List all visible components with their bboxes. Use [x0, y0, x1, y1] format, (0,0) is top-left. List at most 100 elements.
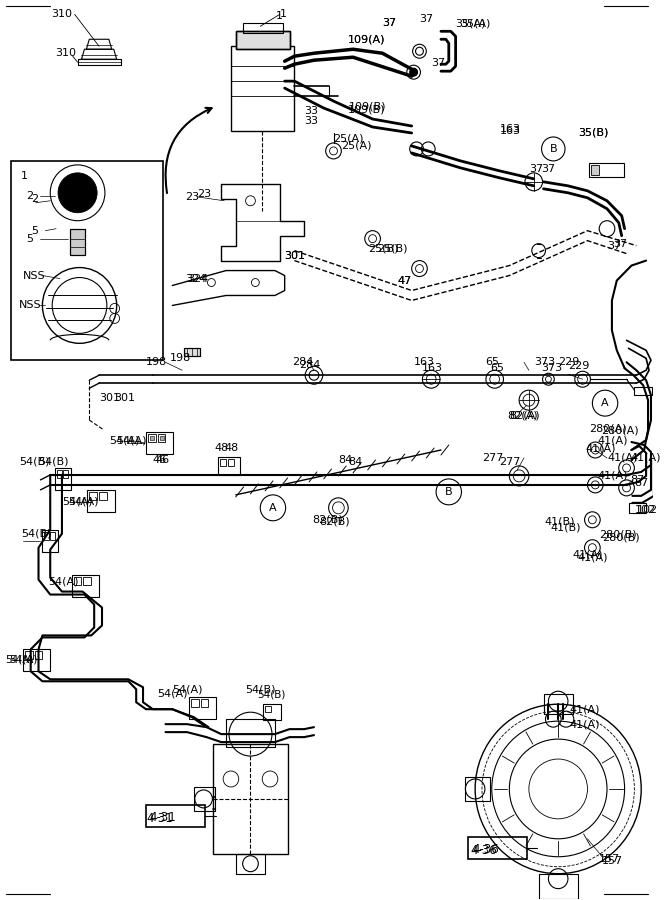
Text: 37: 37 — [529, 164, 543, 174]
Text: 54(B): 54(B) — [21, 528, 51, 539]
Text: 87: 87 — [630, 475, 645, 485]
Text: 229: 229 — [568, 361, 590, 372]
Text: 5: 5 — [31, 226, 38, 236]
Text: 1: 1 — [276, 12, 283, 22]
Text: 54(A): 54(A) — [48, 577, 79, 587]
Text: 35(B): 35(B) — [578, 128, 608, 138]
Text: 54(B): 54(B) — [39, 457, 69, 467]
Text: 280(B): 280(B) — [602, 533, 640, 543]
Text: 37: 37 — [613, 238, 627, 248]
Circle shape — [58, 173, 97, 212]
Bar — [226, 719, 275, 747]
Text: 163: 163 — [500, 124, 520, 134]
Bar — [146, 805, 205, 827]
Text: 33: 33 — [304, 106, 318, 116]
Text: 82(B): 82(B) — [319, 517, 350, 526]
Text: 54(B): 54(B) — [257, 689, 285, 699]
Text: 280(B): 280(B) — [599, 530, 637, 540]
Text: 41(A): 41(A) — [597, 435, 628, 445]
Bar — [218, 457, 239, 475]
Text: 198: 198 — [169, 354, 191, 364]
Text: 301: 301 — [99, 393, 120, 403]
Text: 373: 373 — [542, 364, 563, 374]
Text: 25(B): 25(B) — [378, 244, 408, 254]
Text: 301: 301 — [285, 250, 305, 261]
Text: 4-31: 4-31 — [150, 812, 177, 824]
Text: 23: 23 — [197, 189, 211, 199]
Text: 46: 46 — [155, 455, 170, 465]
Text: 35(A): 35(A) — [460, 18, 491, 28]
Bar — [184, 348, 199, 356]
Text: 37: 37 — [382, 18, 396, 28]
Bar — [539, 874, 578, 898]
Text: 48: 48 — [224, 443, 238, 453]
Text: 109(A): 109(A) — [348, 34, 386, 44]
Bar — [231, 46, 294, 131]
Bar — [189, 698, 216, 719]
Text: 109(B): 109(B) — [349, 101, 387, 111]
Text: 301: 301 — [114, 393, 135, 403]
Text: 109(B): 109(B) — [348, 104, 386, 114]
Circle shape — [410, 68, 418, 76]
Bar — [157, 434, 165, 442]
Text: 284: 284 — [299, 360, 321, 370]
Text: 25(A): 25(A) — [334, 134, 364, 144]
Text: 41(A): 41(A) — [607, 453, 638, 463]
Text: B: B — [445, 487, 453, 497]
Text: 35(A): 35(A) — [456, 18, 486, 28]
Bar — [243, 23, 283, 33]
Bar — [634, 387, 652, 395]
Text: 4-36: 4-36 — [472, 843, 499, 856]
Text: B: B — [550, 144, 557, 154]
Text: 229: 229 — [558, 357, 580, 367]
Text: 54(A): 54(A) — [62, 497, 93, 507]
Text: 37: 37 — [542, 164, 556, 174]
Bar — [57, 470, 62, 478]
Text: 47: 47 — [397, 275, 412, 285]
Bar — [592, 165, 599, 175]
Text: 25(B): 25(B) — [368, 244, 398, 254]
Bar — [43, 530, 58, 552]
Bar — [148, 434, 155, 442]
Bar — [11, 161, 163, 360]
Bar — [55, 468, 71, 490]
Bar — [468, 837, 527, 859]
Text: 37: 37 — [607, 240, 621, 250]
Text: 54(A): 54(A) — [157, 688, 188, 698]
Text: 54(A): 54(A) — [9, 654, 37, 664]
Bar — [628, 503, 646, 513]
Text: 5: 5 — [26, 234, 33, 244]
Bar — [83, 577, 91, 585]
Text: 37: 37 — [382, 18, 396, 28]
Bar — [228, 459, 234, 466]
Text: 54(A): 54(A) — [172, 684, 203, 694]
Text: 280(A): 280(A) — [601, 425, 639, 435]
Text: 157: 157 — [602, 856, 623, 866]
Bar — [63, 470, 68, 478]
Bar — [23, 650, 50, 671]
Bar — [35, 652, 43, 660]
Text: 54(A): 54(A) — [109, 435, 139, 445]
Text: 84: 84 — [348, 457, 362, 467]
Text: 82(A): 82(A) — [508, 410, 538, 420]
Text: 54(B): 54(B) — [245, 684, 276, 694]
Bar — [201, 699, 209, 707]
Text: 102: 102 — [634, 505, 656, 515]
Text: 54(A): 54(A) — [117, 435, 147, 445]
Text: 1: 1 — [279, 9, 287, 19]
Bar — [146, 432, 173, 454]
Bar — [236, 32, 289, 50]
Text: 277: 277 — [482, 453, 504, 463]
Bar — [45, 532, 49, 540]
Bar — [213, 744, 287, 854]
Text: NSS: NSS — [23, 271, 45, 281]
Text: A: A — [601, 398, 609, 408]
Bar — [265, 706, 271, 712]
Text: 82(B): 82(B) — [312, 515, 343, 525]
Text: 277: 277 — [500, 457, 521, 467]
Bar — [150, 436, 154, 440]
Text: 35(B): 35(B) — [578, 128, 608, 138]
Text: 46: 46 — [153, 455, 167, 465]
Text: 310: 310 — [51, 9, 72, 19]
Text: 163: 163 — [422, 364, 442, 374]
